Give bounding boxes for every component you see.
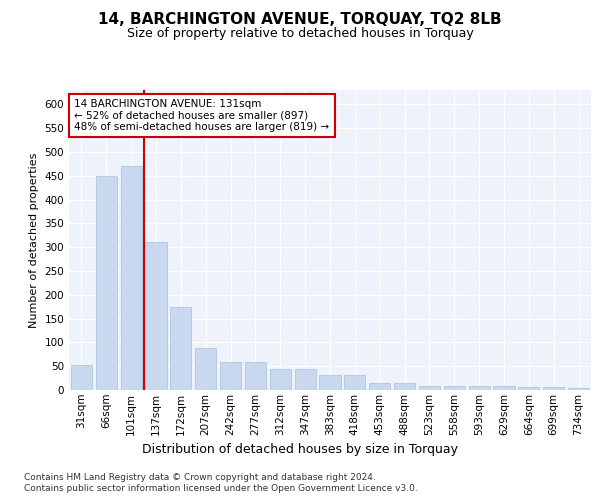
Bar	[319, 375, 341, 390]
Bar	[444, 386, 465, 390]
Bar	[419, 386, 440, 390]
Bar	[220, 362, 241, 390]
Text: Size of property relative to detached houses in Torquay: Size of property relative to detached ho…	[127, 28, 473, 40]
Bar	[245, 362, 266, 390]
Bar	[543, 387, 564, 390]
Bar	[394, 383, 415, 390]
Bar	[195, 348, 216, 390]
Bar	[96, 176, 117, 390]
Bar	[170, 306, 191, 390]
Bar	[518, 387, 539, 390]
Bar	[568, 388, 589, 390]
Bar	[493, 386, 515, 390]
Bar	[121, 166, 142, 390]
Y-axis label: Number of detached properties: Number of detached properties	[29, 152, 39, 328]
Text: Distribution of detached houses by size in Torquay: Distribution of detached houses by size …	[142, 442, 458, 456]
Text: 14, BARCHINGTON AVENUE, TORQUAY, TQ2 8LB: 14, BARCHINGTON AVENUE, TORQUAY, TQ2 8LB	[98, 12, 502, 28]
Text: Contains HM Land Registry data © Crown copyright and database right 2024.: Contains HM Land Registry data © Crown c…	[24, 472, 376, 482]
Text: 14 BARCHINGTON AVENUE: 131sqm
← 52% of detached houses are smaller (897)
48% of : 14 BARCHINGTON AVENUE: 131sqm ← 52% of d…	[74, 99, 329, 132]
Bar	[71, 365, 92, 390]
Bar	[145, 242, 167, 390]
Bar	[295, 369, 316, 390]
Bar	[344, 375, 365, 390]
Bar	[270, 369, 291, 390]
Bar	[469, 386, 490, 390]
Text: Contains public sector information licensed under the Open Government Licence v3: Contains public sector information licen…	[24, 484, 418, 493]
Bar	[369, 383, 390, 390]
